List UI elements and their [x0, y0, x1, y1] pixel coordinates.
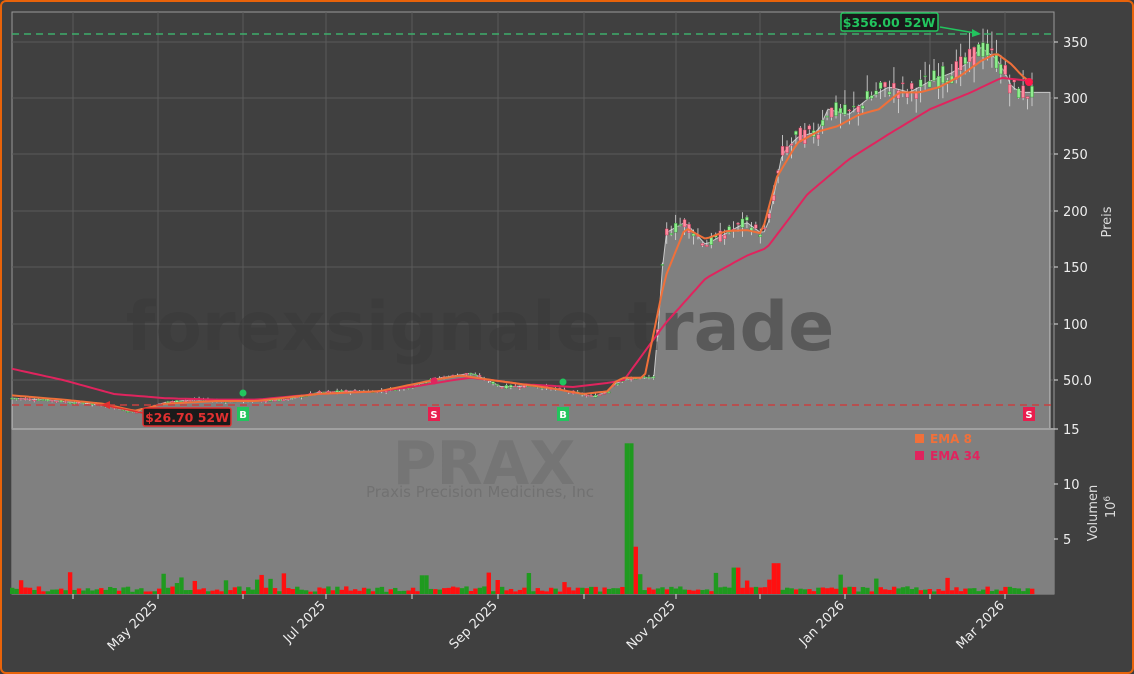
legend-ema8-label: EMA 8 — [930, 432, 972, 446]
svg-text:250: 250 — [1063, 148, 1088, 163]
signal-buy-1: B — [237, 389, 249, 421]
low-52w-annotation: $26.70 52W — [101, 401, 232, 427]
legend-ema8-swatch — [915, 434, 924, 443]
svg-text:Jul 2025: Jul 2025 — [280, 598, 329, 647]
watermark-ticker: PRAX — [393, 429, 576, 499]
svg-text:200: 200 — [1063, 205, 1088, 220]
volume-axis-label: Volumen — [1086, 485, 1101, 542]
high-52w-annotation: $356.00 52W — [840, 12, 981, 37]
svg-text:300: 300 — [1063, 92, 1088, 107]
legend-ema34-label: EMA 34 — [930, 449, 980, 463]
svg-text:S: S — [1025, 410, 1032, 421]
svg-text:Nov 2025: Nov 2025 — [624, 598, 679, 653]
volume-pane — [12, 429, 1054, 594]
svg-text:5: 5 — [1063, 533, 1071, 548]
signal-buy-2: B — [557, 378, 569, 421]
svg-text:B: B — [239, 410, 247, 421]
svg-text:B: B — [559, 410, 567, 421]
svg-text:Sep 2025: Sep 2025 — [447, 598, 501, 652]
svg-text:10: 10 — [1063, 478, 1080, 493]
legend: EMA 8 EMA 34 — [915, 432, 980, 463]
svg-text:50.0: 50.0 — [1063, 374, 1092, 389]
watermark-company: Praxis Precision Medicines, Inc — [366, 483, 594, 501]
svg-text:Mar 2026: Mar 2026 — [954, 598, 1008, 652]
signal-sell-1: S — [428, 377, 440, 421]
svg-text:$356.00 52W: $356.00 52W — [843, 15, 936, 30]
price-axis: 350 300 250 200 150 100 50.0 15 — [1054, 36, 1092, 438]
legend-ema34-swatch — [915, 451, 924, 460]
svg-text:May 2025: May 2025 — [105, 598, 161, 654]
svg-text:150: 150 — [1063, 261, 1088, 276]
svg-text:15: 15 — [1063, 423, 1080, 438]
ema8-line — [11, 53, 1033, 412]
date-axis: May 2025 Jul 2025 Sep 2025 Nov 2025 Jan 2026… — [72, 594, 1008, 654]
signal-sell-2: S — [1023, 78, 1035, 421]
svg-text:Jan 2026: Jan 2026 — [796, 598, 848, 650]
svg-text:350: 350 — [1063, 36, 1088, 51]
volume-bars — [10, 443, 1035, 594]
watermark-site: forexsignale.trade — [126, 288, 835, 367]
svg-text:S: S — [430, 410, 437, 421]
price-axis-label: Preis — [1100, 206, 1115, 237]
volume-axis-unit: 106 — [1103, 496, 1119, 519]
svg-text:$26.70 52W: $26.70 52W — [145, 410, 229, 425]
svg-text:100: 100 — [1063, 318, 1088, 333]
volume-axis: 10 5 — [1054, 478, 1080, 548]
